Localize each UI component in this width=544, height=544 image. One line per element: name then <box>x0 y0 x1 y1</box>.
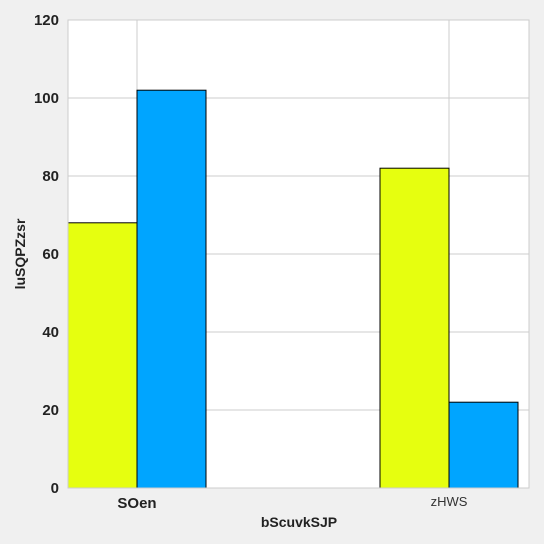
x-tick-label: zHWS <box>431 494 468 509</box>
bar-SOen-series-2 <box>136 89 207 489</box>
y-tick-label: 40 <box>42 324 59 341</box>
y-tick-labels: 0 20 40 60 80 100 120 <box>34 12 59 497</box>
x-axis-label: bScuvkSJP <box>261 514 337 530</box>
y-axis-label: luSQPZzsr <box>12 218 28 289</box>
y-tick-label: 100 <box>34 90 59 107</box>
x-tick-labels: SOen zHWS <box>117 494 467 512</box>
plot-border <box>67 19 530 489</box>
bar-SOen-series-1 <box>67 222 138 489</box>
bars <box>67 89 519 489</box>
y-tick-label: 20 <box>42 402 59 419</box>
y-tick-label: 0 <box>51 480 59 497</box>
y-tick-label: 120 <box>34 12 59 29</box>
y-tick-label: 60 <box>42 246 59 263</box>
bar-zHWS-series-1 <box>379 167 450 489</box>
x-tick-label: SOen <box>117 495 156 512</box>
y-tick-label: 80 <box>42 168 59 185</box>
bar-zHWS-series-2 <box>448 401 519 489</box>
